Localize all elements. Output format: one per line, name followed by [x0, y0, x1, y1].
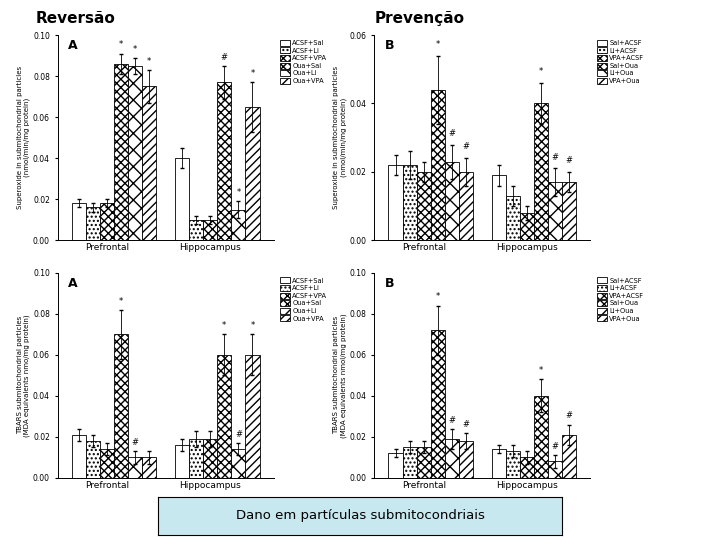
Bar: [217, 355, 231, 478]
Text: Prevenção: Prevenção: [374, 11, 464, 26]
Text: *: *: [147, 57, 151, 66]
Legend: ACSF+Sal, ACSF+Li, ACSF+VPA, Oua+Sal, Oua+Li, Oua+VPA: ACSF+Sal, ACSF+Li, ACSF+VPA, Oua+Sal, Ou…: [279, 38, 329, 85]
Bar: [72, 204, 86, 240]
Bar: [520, 457, 534, 478]
Bar: [431, 90, 445, 240]
Bar: [492, 449, 506, 478]
Text: #: #: [566, 156, 573, 165]
Bar: [246, 355, 259, 478]
Bar: [548, 182, 562, 240]
Bar: [114, 334, 128, 478]
Legend: Sal+ACSF, Li+ACSF, VPA+ACSF, Sal+Oua, Li+Oua, VPA+Oua: Sal+ACSF, Li+ACSF, VPA+ACSF, Sal+Oua, Li…: [596, 276, 646, 323]
Legend: Sal+ACSF, Li+ACSF, VPA+ACSF, Sal+Oua, Li+Oua, VPA+Oua: Sal+ACSF, Li+ACSF, VPA+ACSF, Sal+Oua, Li…: [596, 38, 646, 85]
Y-axis label: Superoxide in submitochondrial particles
(nmol/min/mg protein): Superoxide in submitochondrial particles…: [17, 66, 30, 210]
Bar: [86, 207, 100, 240]
Bar: [402, 165, 417, 240]
Text: #: #: [221, 53, 228, 62]
Text: #: #: [449, 129, 455, 138]
Bar: [389, 453, 402, 478]
Text: *: *: [251, 69, 255, 78]
Bar: [534, 396, 548, 478]
Text: #: #: [449, 416, 455, 424]
Text: *: *: [133, 45, 138, 53]
Bar: [128, 457, 142, 478]
Legend: ACSF+Sal, ACSF+Li, ACSF+VPA, Oua+Sal, Oua+Li, Oua+VPA: ACSF+Sal, ACSF+Li, ACSF+VPA, Oua+Sal, Ou…: [279, 276, 329, 323]
Text: #: #: [552, 442, 559, 451]
Text: *: *: [436, 40, 440, 49]
Text: *: *: [119, 296, 123, 306]
Bar: [534, 104, 548, 240]
Text: #: #: [235, 430, 242, 439]
Bar: [445, 161, 459, 240]
Bar: [175, 445, 189, 478]
Bar: [217, 82, 231, 240]
Text: *: *: [119, 40, 123, 50]
Bar: [231, 210, 246, 240]
Text: *: *: [236, 188, 240, 197]
Bar: [431, 330, 445, 478]
Text: B: B: [385, 277, 395, 290]
Bar: [389, 165, 402, 240]
Text: *: *: [251, 321, 255, 330]
Text: *: *: [539, 67, 543, 76]
Text: Dano em partículas submitocondriais: Dano em partículas submitocondriais: [235, 509, 485, 522]
Bar: [142, 86, 156, 240]
Bar: [506, 451, 520, 478]
Bar: [72, 435, 86, 478]
Bar: [246, 107, 259, 240]
Bar: [231, 449, 246, 478]
Bar: [100, 204, 114, 240]
Text: *: *: [222, 321, 226, 330]
Bar: [562, 435, 576, 478]
Bar: [492, 176, 506, 240]
Text: #: #: [552, 153, 559, 161]
Bar: [128, 66, 142, 240]
Y-axis label: TBARS submitochondrial particles
(MDA equivalents nmol/mg protein): TBARS submitochondrial particles (MDA eq…: [333, 313, 347, 437]
Text: #: #: [566, 411, 573, 421]
Bar: [417, 447, 431, 478]
Bar: [142, 457, 156, 478]
Bar: [548, 462, 562, 478]
Text: *: *: [539, 366, 543, 375]
Bar: [520, 213, 534, 240]
Bar: [189, 439, 203, 478]
Text: *: *: [436, 293, 440, 301]
Bar: [189, 220, 203, 240]
Bar: [506, 196, 520, 240]
Bar: [114, 64, 128, 240]
Text: A: A: [68, 277, 78, 290]
Bar: [175, 158, 189, 240]
Text: #: #: [132, 438, 138, 447]
Bar: [417, 172, 431, 240]
Text: #: #: [462, 420, 469, 429]
Y-axis label: TBARS submitochondrial particles
(MDA equivalents nmo/mg protein): TBARS submitochondrial particles (MDA eq…: [17, 314, 30, 437]
Bar: [203, 439, 217, 478]
Text: B: B: [385, 39, 395, 52]
Bar: [459, 172, 473, 240]
Bar: [562, 182, 576, 240]
Text: #: #: [462, 143, 469, 151]
Text: Reversão: Reversão: [36, 11, 116, 26]
Bar: [203, 220, 217, 240]
Y-axis label: Superoxide in submitochondrial particles
(nmol/min/mg protein): Superoxide in submitochondrial particles…: [333, 66, 347, 210]
Bar: [459, 441, 473, 478]
Bar: [86, 441, 100, 478]
Bar: [100, 449, 114, 478]
Text: A: A: [68, 39, 78, 52]
Bar: [445, 439, 459, 478]
Bar: [402, 447, 417, 478]
